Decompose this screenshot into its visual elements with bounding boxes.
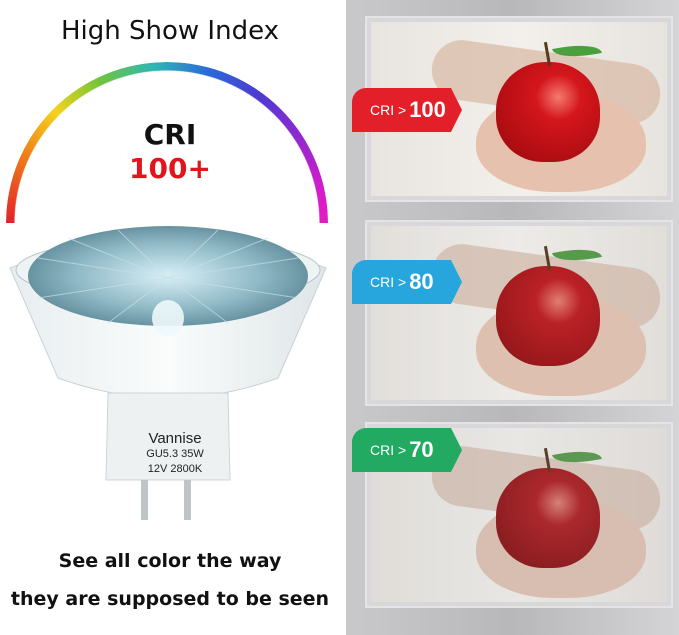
ribbon-value: 70	[409, 437, 434, 462]
comparison-column	[346, 0, 679, 635]
ribbon-prefix: CRI >	[370, 102, 407, 118]
ribbon-value: 80	[409, 269, 434, 294]
cri-value: 100+	[129, 152, 211, 185]
ribbon-value: 100	[409, 97, 446, 122]
halogen-bulb-image	[9, 226, 327, 520]
cri-ribbon-70: CRI >70	[352, 428, 462, 472]
bulb-spec-2: 12V 2800K	[147, 463, 203, 475]
bulb-brand: Vannise	[148, 430, 202, 447]
caption-line-1: See all color the way	[58, 550, 282, 572]
apple-photo-panel-2	[365, 220, 673, 406]
apple-image	[496, 62, 600, 162]
cri-ribbon-100: CRI >100	[352, 88, 462, 132]
ribbon-prefix: CRI >	[370, 442, 407, 458]
cri-ribbon-80: CRI >80	[352, 260, 462, 304]
cri-label: CRI	[143, 118, 197, 151]
caption-line-2: they are supposed to be seen	[10, 588, 330, 610]
bulb-label: Vannise GU5.3 35W 12V 2800K	[120, 430, 230, 477]
apple-image	[496, 266, 600, 366]
apple-image	[496, 468, 600, 568]
apple-photo-panel-1	[365, 16, 673, 202]
bulb-spec-1: GU5.3 35W	[146, 448, 204, 460]
heading-title: High Show Index	[60, 16, 280, 46]
ribbon-prefix: CRI >	[370, 274, 407, 290]
